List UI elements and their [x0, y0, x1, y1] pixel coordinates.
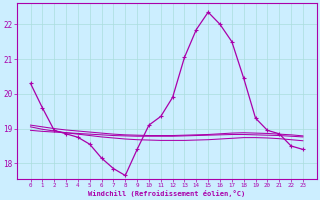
X-axis label: Windchill (Refroidissement éolien,°C): Windchill (Refroidissement éolien,°C) — [88, 190, 245, 197]
